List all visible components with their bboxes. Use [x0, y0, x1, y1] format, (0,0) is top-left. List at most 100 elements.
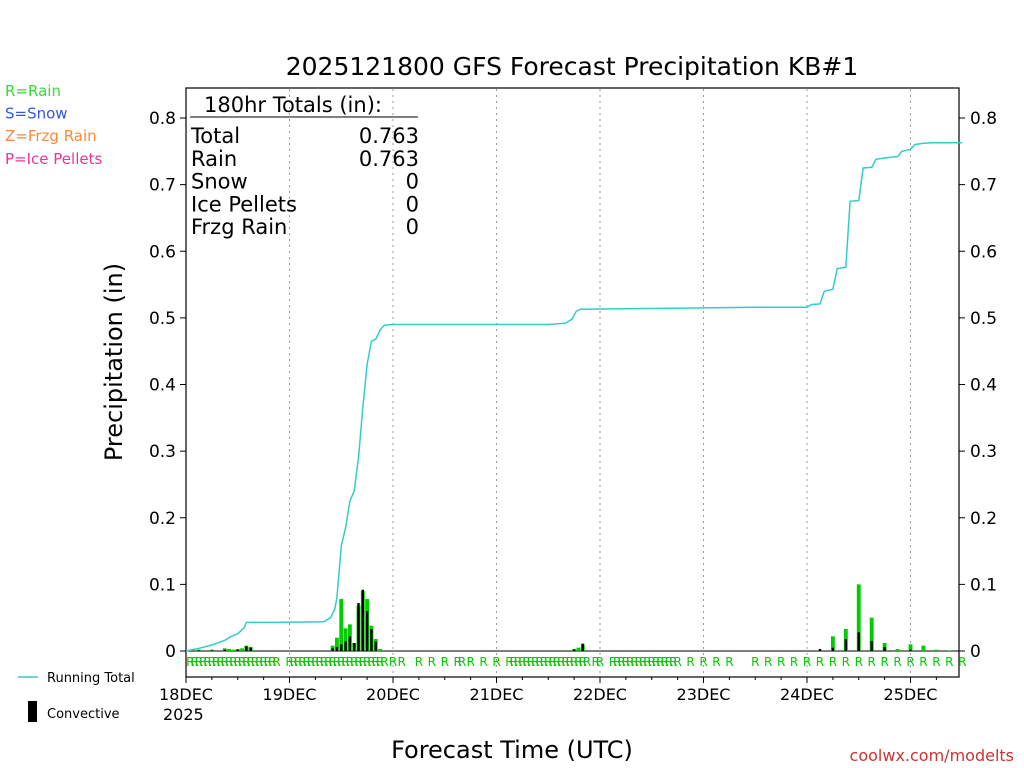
ptype-marker: R — [466, 655, 474, 669]
ptype-marker: R — [354, 655, 362, 669]
rain-bar — [378, 649, 383, 651]
y-tick-label-right: 0.3 — [970, 442, 997, 462]
y-tick-label-right: 0.8 — [970, 109, 997, 129]
ptype-marker: R — [389, 655, 397, 669]
rain-bar — [334, 637, 339, 651]
ptype-legend-item: S=Snow — [5, 105, 68, 123]
ptype-marker: R — [229, 655, 237, 669]
ptype-marker: R — [652, 655, 660, 669]
rain-bar — [231, 649, 236, 651]
ptype-marker: R — [514, 655, 522, 669]
y-tick-label-right: 0.5 — [970, 309, 997, 329]
rain-bar — [830, 636, 835, 651]
totals-box: 180hr Totals (in): Total 0.763 Rain 0.763 Sn… — [190, 93, 419, 239]
rain-bar — [227, 649, 232, 651]
y-tick-label-right: 0 — [970, 642, 981, 662]
x-tick-label: 24DEC — [780, 685, 834, 704]
ptype-marker: R — [622, 655, 630, 669]
ptype-marker: R — [479, 655, 487, 669]
ptype-marker: R — [661, 655, 669, 669]
rain-bar — [240, 648, 245, 651]
y-tick-label-right: 0.4 — [970, 376, 997, 396]
ptype-marker: R — [906, 655, 914, 669]
y-tick-label-left: 0.1 — [149, 575, 176, 595]
totals-value: 0 — [406, 215, 419, 239]
ptype-marker: R — [635, 655, 643, 669]
ptype-marker: R — [195, 655, 203, 669]
ptype-legend: R=Rain S=Snow Z=Frzg Rain P=Ice Pellets — [5, 82, 102, 168]
ptype-marker: R — [548, 655, 556, 669]
ptype-marker: R — [880, 655, 888, 669]
convective-bar — [223, 649, 226, 651]
totals-header: 180hr Totals (in): — [204, 93, 382, 117]
ptype-marker: R — [311, 655, 319, 669]
convective-bar — [245, 646, 248, 651]
ptype-marker: R — [596, 655, 604, 669]
rain-bar — [921, 645, 926, 651]
ptype-marker: R — [574, 655, 582, 669]
ptype-marker: R — [255, 655, 263, 669]
ptype-marker: R — [829, 655, 837, 669]
ptype-marker: R — [803, 655, 811, 669]
convective-bar — [197, 650, 201, 651]
ptype-marker: R — [919, 655, 927, 669]
ptype-marker: R — [613, 655, 621, 669]
x-tick-label: 23DEC — [677, 685, 731, 704]
precip-bars — [188, 584, 952, 651]
totals-value: 0.763 — [359, 124, 419, 148]
ptype-marker: R — [376, 655, 384, 669]
ptype-marker: R — [855, 655, 863, 669]
ptype-marker: R — [328, 655, 336, 669]
ptype-marker: R — [540, 655, 548, 669]
y-tick-label-left: 0.2 — [149, 509, 176, 529]
ptype-marker: R — [415, 655, 423, 669]
plot-frame — [185, 87, 960, 678]
year-label: 2025 — [163, 705, 204, 724]
ptype-marker: R — [380, 655, 388, 669]
y-tick-label-left: 0.3 — [149, 442, 176, 462]
convective-bar — [335, 647, 339, 651]
ptype-marker: R — [557, 655, 565, 669]
ptype-marker: R — [264, 655, 272, 669]
convective-bar — [857, 632, 860, 651]
ptype-marker: R — [893, 655, 901, 669]
convective-bar — [210, 650, 214, 651]
y-axis-left: 0 0.1 0.2 0.3 0.4 0.5 0.6 0.7 0.8 — [149, 109, 186, 662]
y-tick-label-right: 0.6 — [970, 242, 997, 262]
rain-bar — [934, 649, 939, 651]
ptype-marker: R — [285, 655, 293, 669]
rain-bar — [576, 647, 581, 651]
x-tick-label: 21DEC — [470, 685, 524, 704]
ptype-marker: R — [190, 655, 198, 669]
convective-legend-label: Convective — [47, 707, 120, 722]
ptype-marker: R — [272, 655, 280, 669]
y-tick-label-right: 0.7 — [970, 176, 997, 196]
convective-bar — [870, 641, 873, 651]
ptype-marker: R — [751, 655, 759, 669]
convective-bar — [344, 641, 347, 651]
ptype-marker: R — [367, 655, 375, 669]
ptype-marker: R — [333, 655, 341, 669]
ptype-marker: R — [225, 655, 233, 669]
ptype-marker: R — [630, 655, 638, 669]
rain-bar — [908, 644, 913, 651]
ptype-marker: R — [346, 655, 354, 669]
ptype-marker: R — [397, 655, 405, 669]
x-tick-label: 20DEC — [366, 685, 420, 704]
ptype-marker: R — [842, 655, 850, 669]
running-total-line — [185, 141, 963, 652]
ptype-legend-item: R=Rain — [5, 82, 61, 100]
totals-value: 0.763 — [359, 147, 419, 171]
rain-bar — [856, 584, 861, 651]
ptype-marker: R — [441, 655, 449, 669]
convective-bar — [340, 644, 343, 651]
ptype-marker: R — [290, 655, 298, 669]
rain-bar — [869, 617, 874, 651]
totals-label: Frzg Rain — [191, 215, 287, 239]
ptype-marker: R — [316, 655, 324, 669]
y-tick-label-left: 0.6 — [149, 242, 176, 262]
ptype-marker: R — [673, 655, 681, 669]
ptype-marker: R — [725, 655, 733, 669]
ptype-marker: R — [639, 655, 647, 669]
ptype-marker: R — [247, 655, 255, 669]
